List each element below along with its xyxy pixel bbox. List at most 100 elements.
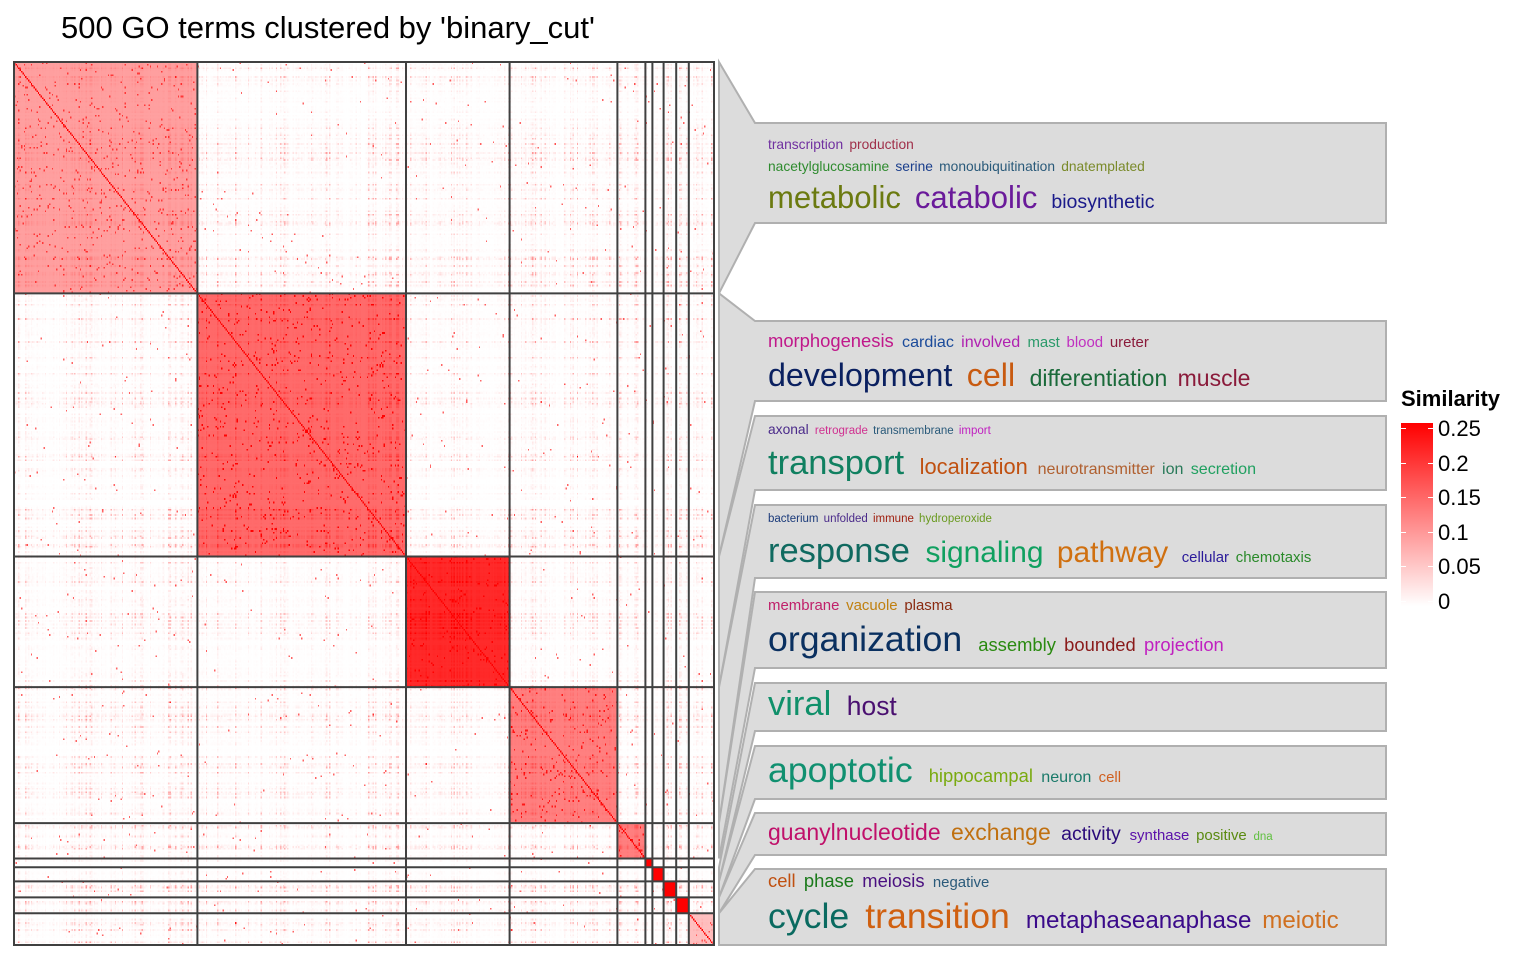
word-cloud-cluster-9: cycle transition metaphaseanaphase meiotic c…: [755, 869, 1385, 945]
legend-tick-mark: [1401, 531, 1406, 533]
word-cloud-word: blood: [1066, 333, 1104, 351]
word-cloud-word: cardiac: [902, 332, 954, 351]
word-cloud-cluster-4: response signaling pathway cellular chemotax…: [755, 505, 1385, 578]
word-cloud-word: differentiation: [1029, 364, 1168, 391]
word-cloud-word: retrograde: [814, 425, 868, 437]
word-cloud-word: monoubiquitination: [939, 159, 1055, 175]
word-cloud-word: phase: [803, 870, 854, 892]
word-cloud-word: projection: [1144, 634, 1224, 656]
word-cloud-line: membrane vacuole plasma: [768, 597, 959, 615]
word-cloud-word: production: [849, 137, 914, 153]
legend-tick-label: 0.15: [1438, 485, 1481, 511]
word-cloud-cluster-5: organization assembly bounded projection mem…: [755, 592, 1385, 668]
word-cloud-word: response: [768, 531, 910, 570]
word-cloud-word: assembly: [978, 634, 1056, 656]
chart-title: 500 GO terms clustered by 'binary_cut': [61, 10, 595, 45]
legend-tick-mark: [1428, 497, 1433, 499]
word-cloud-word: host: [846, 690, 897, 721]
word-cloud-line: transport localization neurotransmitter ion…: [768, 443, 1263, 482]
word-cloud-line: response signaling pathway cellular chemotax…: [768, 531, 1318, 570]
word-cloud-word: plasma: [904, 597, 953, 615]
legend-title: Similarity: [1401, 386, 1501, 411]
word-cloud-word: transmembrane: [873, 425, 954, 437]
word-cloud-word: meiotic: [1262, 907, 1339, 935]
legend-tick-mark: [1401, 566, 1406, 568]
word-cloud-word: catabolic: [914, 179, 1038, 215]
word-cloud-word: apoptotic: [768, 750, 913, 791]
word-cloud-line: cell phase meiosis negative: [768, 870, 996, 892]
word-cloud-word: neuron: [1041, 768, 1092, 787]
word-cloud-word: import: [958, 425, 991, 437]
word-cloud-line: axonal retrograde transmembrane import: [768, 423, 996, 438]
word-cloud-cluster-6: viral host: [755, 683, 1385, 731]
word-cloud-word: cell: [1098, 769, 1122, 787]
word-cloud-word: cellular: [1181, 548, 1230, 566]
word-cloud-cluster-2: development cell differentiation muscle morp…: [755, 321, 1385, 401]
word-cloud-line: guanylnucleotide exchange activity synthase…: [768, 821, 1278, 845]
word-cloud-word: biosynthetic: [1051, 190, 1155, 213]
word-cloud-word: positive: [1196, 827, 1247, 845]
word-cloud-word: metabolic: [768, 179, 901, 215]
word-cloud-line: organization assembly bounded projection: [768, 622, 1232, 658]
word-cloud-line: development cell differentiation muscle: [768, 359, 1261, 391]
legend-tick-mark: [1401, 601, 1406, 602]
word-cloud-word: transcription: [768, 137, 844, 153]
word-cloud-word: bacterium: [768, 513, 819, 525]
word-cloud-word: mast: [1027, 333, 1060, 351]
word-cloud-cluster-1: metabolic catabolic biosynthetic nacetylglu…: [755, 123, 1385, 223]
word-cloud-word: hippocampal: [928, 765, 1033, 787]
word-cloud-word: transport: [768, 443, 905, 482]
word-cloud-word: membrane: [768, 597, 840, 615]
word-cloud-word: nacetylglucosamine: [768, 159, 890, 175]
word-cloud-line: viral host: [768, 684, 909, 723]
word-cloud-word: metaphaseanaphase: [1025, 907, 1252, 935]
word-cloud-word: axonal: [768, 422, 809, 437]
word-cloud-word: guanylnucleotide: [768, 819, 941, 846]
legend-tick-mark: [1428, 462, 1433, 464]
word-cloud-cluster-8: guanylnucleotide exchange activity synthase…: [755, 813, 1385, 855]
word-cloud-line: cycle transition metaphaseanaphase meiotic: [768, 899, 1350, 935]
word-cloud-word: synthase: [1129, 827, 1190, 845]
word-cloud-word: transition: [865, 896, 1010, 937]
word-cloud-word: vacuole: [846, 597, 898, 615]
legend-tick-mark: [1401, 462, 1406, 464]
legend-tick-label: 0.2: [1438, 450, 1469, 476]
legend-colorbar: [1401, 423, 1433, 606]
legend-tick-mark: [1428, 601, 1433, 602]
word-cloud-word: negative: [932, 874, 990, 892]
word-cloud-word: cell: [768, 870, 796, 892]
word-cloud-word: dna: [1253, 831, 1273, 844]
word-cloud-word: localization: [919, 453, 1028, 479]
legend-tick-mark: [1401, 428, 1406, 429]
word-cloud-word: cycle: [768, 896, 850, 937]
legend-tick-mark: [1428, 531, 1433, 533]
legend-tick-mark: [1401, 497, 1406, 499]
word-cloud-word: exchange: [950, 819, 1051, 846]
word-cloud-word: neurotransmitter: [1037, 459, 1155, 478]
word-cloud-line: bacterium unfolded immune hydroperoxide: [768, 513, 997, 526]
word-cloud-word: hydroperoxide: [919, 513, 992, 525]
word-cloud-cluster-7: apoptotic hippocampal neuron cell: [755, 746, 1385, 799]
word-cloud-line: transcription production: [768, 138, 920, 152]
similarity-heatmap: [14, 62, 714, 945]
word-cloud-word: pathway: [1056, 535, 1169, 569]
word-cloud-word: involved: [961, 332, 1021, 351]
word-cloud-word: unfolded: [823, 513, 868, 525]
word-cloud-word: organization: [768, 619, 963, 660]
word-cloud-word: activity: [1061, 823, 1121, 846]
word-cloud-word: immune: [872, 513, 914, 525]
word-cloud-word: morphogenesis: [768, 329, 894, 351]
word-cloud-line: nacetylglucosamine serine monoubiquitinati…: [768, 160, 1151, 174]
legend-tick-mark: [1428, 566, 1433, 568]
word-cloud-word: meiosis: [862, 870, 925, 892]
word-cloud-word: viral: [768, 684, 832, 723]
word-cloud-word: ion: [1162, 459, 1184, 478]
word-cloud-line: metabolic catabolic biosynthetic: [768, 182, 1163, 213]
word-cloud-word: serine: [895, 159, 933, 175]
legend-tick-mark: [1428, 428, 1433, 429]
legend-tick-label: 0.1: [1438, 519, 1469, 545]
legend-tick-label: 0.25: [1438, 416, 1481, 441]
word-cloud-word: chemotaxis: [1235, 548, 1312, 566]
word-cloud-line: morphogenesis cardiac involved mast blood ure…: [768, 329, 1156, 351]
legend-tick-label: 0: [1438, 589, 1451, 614]
